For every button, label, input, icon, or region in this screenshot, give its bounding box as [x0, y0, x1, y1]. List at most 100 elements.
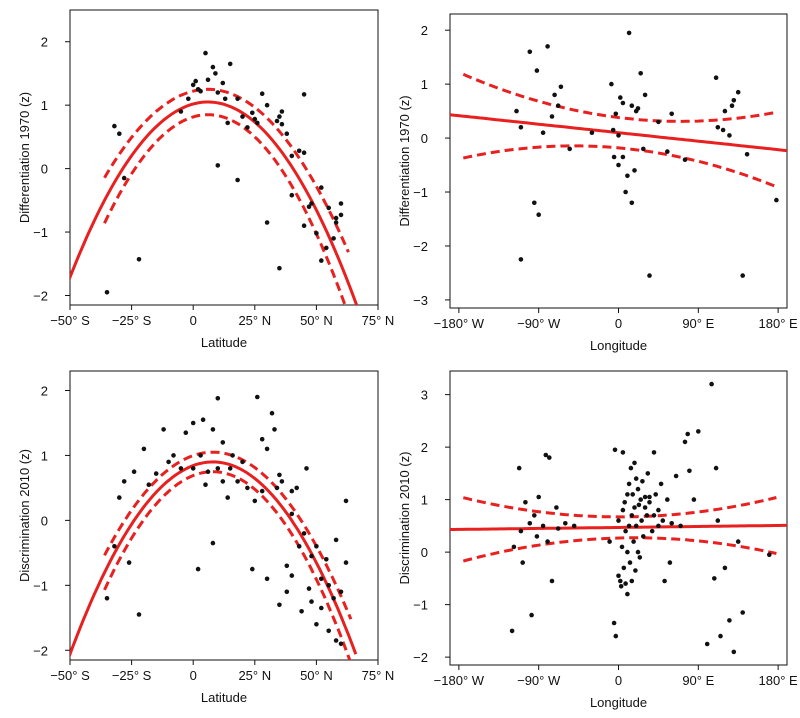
- data-point: [632, 461, 637, 466]
- data-point: [265, 220, 270, 225]
- x-tick-label: −25° S: [112, 313, 152, 328]
- y-tick-label: −2: [33, 643, 48, 658]
- data-point: [519, 125, 524, 130]
- data-point: [245, 486, 250, 491]
- y-tick-label: −1: [33, 578, 48, 593]
- data-point: [339, 590, 344, 595]
- y-tick-label: 0: [41, 162, 48, 177]
- data-point: [622, 500, 627, 505]
- x-tick-label: 90° E: [682, 673, 714, 688]
- data-point: [774, 198, 779, 203]
- data-point: [213, 71, 218, 76]
- data-points: [514, 31, 779, 278]
- data-point: [277, 266, 282, 271]
- data-point: [639, 518, 644, 523]
- data-point: [629, 466, 634, 471]
- data-point: [171, 453, 176, 458]
- data-point: [228, 62, 233, 67]
- data-point: [529, 613, 534, 618]
- data-point: [260, 489, 265, 494]
- data-point: [302, 150, 307, 155]
- data-point: [117, 495, 122, 500]
- data-point: [638, 555, 643, 560]
- fit-curves: [65, 452, 356, 668]
- data-point: [193, 79, 198, 84]
- data-points: [105, 51, 344, 295]
- data-point: [630, 513, 635, 518]
- data-point: [334, 220, 339, 225]
- x-tick-label: −180° W: [434, 673, 485, 688]
- data-point: [545, 539, 550, 544]
- data-point: [621, 101, 626, 106]
- panel-longitude-discrimination: −180° W −90° W 0 90° E 180° E −2 −1 0 1 2 3 Longitu…: [397, 371, 798, 710]
- data-point: [696, 429, 701, 434]
- data-point: [250, 567, 255, 572]
- y-tick-label: 1: [421, 77, 428, 92]
- data-point: [622, 566, 627, 571]
- data-point: [319, 185, 324, 190]
- data-point: [616, 133, 621, 138]
- data-point: [314, 231, 319, 236]
- data-point: [552, 93, 557, 98]
- data-point: [235, 479, 240, 484]
- data-point: [519, 529, 524, 534]
- data-point: [643, 93, 648, 98]
- data-point: [613, 448, 618, 453]
- data-points: [105, 395, 349, 646]
- data-point: [277, 603, 282, 608]
- fit-line: [450, 525, 787, 529]
- y-tick-label: 2: [41, 383, 48, 398]
- data-point: [216, 396, 221, 401]
- data-point: [630, 201, 635, 206]
- data-point: [723, 566, 728, 571]
- data-point: [179, 109, 184, 114]
- data-point: [641, 534, 646, 539]
- x-tick-label: −50° S: [50, 668, 90, 683]
- data-point: [656, 524, 661, 529]
- data-point: [541, 130, 546, 135]
- data-point: [550, 579, 555, 584]
- data-point: [630, 492, 635, 497]
- panel-longitude-differentiation: −180° W −90° W 0 90° E 180° E−3−2−1012Longit…: [397, 14, 798, 353]
- data-point: [285, 131, 290, 136]
- data-point: [184, 430, 189, 435]
- data-point: [630, 103, 635, 108]
- data-point: [191, 83, 196, 88]
- data-point: [319, 258, 324, 263]
- data-point: [198, 453, 203, 458]
- data-point: [627, 31, 632, 36]
- data-point: [616, 518, 621, 523]
- data-point: [196, 567, 201, 572]
- data-point: [280, 109, 285, 114]
- data-point: [523, 500, 528, 505]
- data-point: [645, 513, 650, 518]
- data-point: [314, 544, 319, 549]
- data-point: [272, 427, 277, 432]
- data-point: [147, 482, 152, 487]
- data-point: [216, 466, 221, 471]
- x-tick-label: 180° E: [759, 316, 799, 331]
- data-point: [687, 469, 692, 474]
- data-point: [614, 634, 619, 639]
- data-point: [611, 128, 616, 133]
- data-point: [211, 427, 216, 432]
- data-point: [225, 495, 230, 500]
- data-point: [709, 382, 714, 387]
- x-tick-label: −25° S: [112, 668, 152, 683]
- data-point: [623, 190, 628, 195]
- x-tick-label: 180° E: [759, 673, 799, 688]
- x-tick-label: 90° E: [682, 316, 714, 331]
- data-point: [636, 550, 641, 555]
- data-point: [632, 168, 637, 173]
- data-point: [723, 109, 728, 114]
- y-tick-label: 1: [41, 98, 48, 113]
- data-point: [339, 201, 344, 206]
- data-point: [638, 497, 643, 502]
- y-tick-label: −2: [413, 650, 428, 665]
- data-point: [714, 466, 719, 471]
- data-point: [536, 495, 541, 500]
- fit-curves: [450, 498, 787, 562]
- data-point: [661, 518, 666, 523]
- data-point: [307, 586, 312, 591]
- data-point: [186, 97, 191, 102]
